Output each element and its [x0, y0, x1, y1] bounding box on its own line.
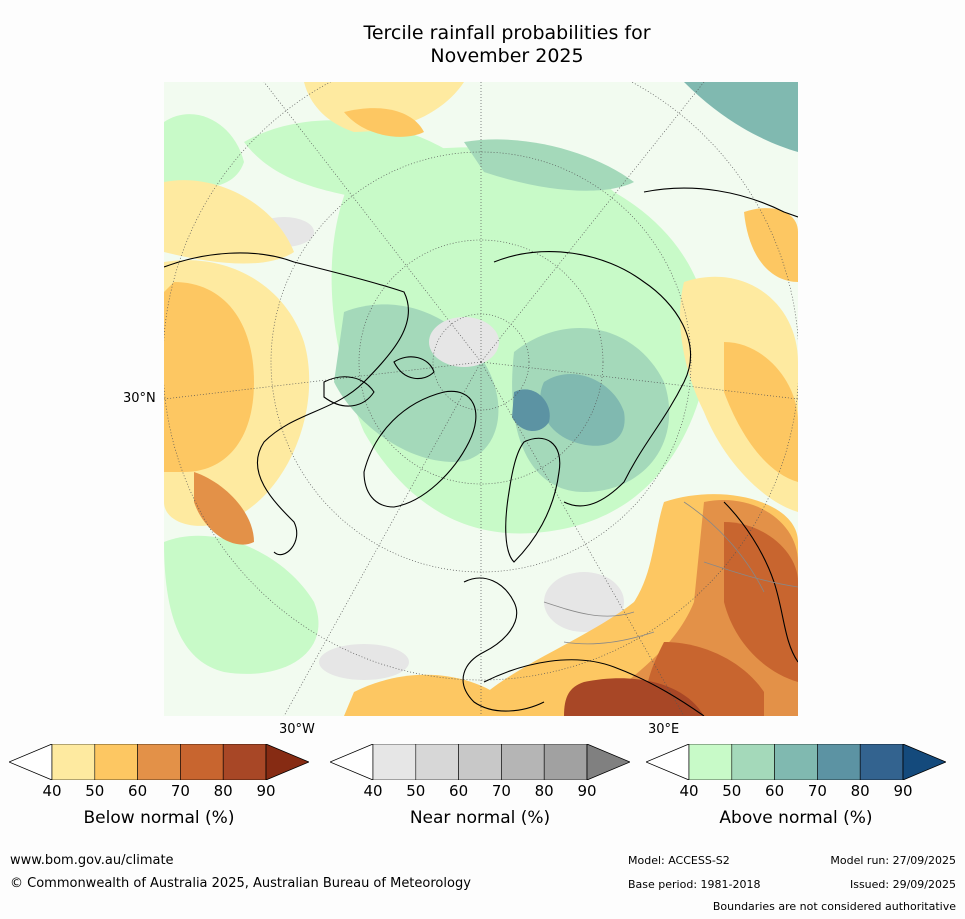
- coast-russia: [493, 251, 691, 507]
- above-pacific-band: [464, 139, 634, 191]
- colorbar-near-swatches: [330, 744, 630, 780]
- colorbar-swatch: [859, 744, 904, 780]
- colorbar-high-extension: [265, 744, 309, 780]
- country-borders: [543, 501, 798, 645]
- colorbar-above-title: Above normal (%): [719, 808, 873, 828]
- above-ne-corner: [684, 82, 798, 152]
- colorbar-near: [330, 744, 630, 780]
- coast-mediterranean: [483, 659, 705, 716]
- colorbar-swatch: [222, 744, 267, 780]
- lon-label-30w: 30°W: [279, 722, 315, 737]
- colorbar-tick-label: 50: [406, 782, 426, 800]
- colorbar-swatch: [817, 744, 861, 780]
- coast-middle-east: [723, 501, 798, 663]
- coast-arctic-islands: [323, 356, 435, 407]
- colorbar-tick-label: 50: [722, 782, 742, 800]
- footer-url: www.bom.gov.au/climate: [10, 853, 174, 868]
- below-north-pacific: [164, 180, 294, 264]
- colorbar-above-swatches: [646, 744, 946, 780]
- colorbar-low-extension: [9, 744, 53, 780]
- coast-greenland: [363, 390, 477, 508]
- colorbar-tick-label: 60: [765, 782, 785, 800]
- below-south-asia-dark: [724, 522, 798, 682]
- footer-issued: Issued: 29/09/2025: [849, 878, 956, 891]
- colorbar-swatch: [458, 744, 502, 780]
- chart-title: Tercile rainfall probabilities for Novem…: [0, 22, 965, 68]
- colorbar-swatch: [731, 744, 775, 780]
- colorbar-below-title: Below normal (%): [83, 808, 235, 828]
- coast-scandinavia: [505, 437, 561, 563]
- colorbar-near-title: Near normal (%): [409, 808, 551, 828]
- colorbar-swatch: [543, 744, 588, 780]
- coast-europe: [462, 577, 545, 712]
- colorbar-swatch: [501, 744, 545, 780]
- polar-map: [164, 82, 798, 716]
- colorbar-tick-label: 80: [213, 782, 233, 800]
- colorbar-above: [646, 744, 946, 780]
- coast-asia-east: [643, 187, 798, 218]
- footer-disclaimer: Boundaries are not considered authoritat…: [712, 900, 956, 913]
- colorbar-high-extension: [902, 744, 946, 780]
- below-canada-north: [304, 82, 464, 132]
- near-europe: [544, 572, 624, 632]
- colorbar-tick-label: 60: [128, 782, 148, 800]
- colorbar-tick-label: 70: [807, 782, 827, 800]
- colorbar-tick-label: 40: [42, 782, 62, 800]
- colorbar-swatch: [688, 744, 733, 780]
- below-normal-areas: [164, 82, 798, 716]
- title-line-1: Tercile rainfall probabilities for: [363, 22, 651, 44]
- colorbar-tick-label: 60: [449, 782, 469, 800]
- lat-label-30n: 30°N: [123, 391, 156, 406]
- footer-copyright: © Commonwealth of Australia 2025, Austra…: [10, 876, 471, 891]
- colorbar-swatch: [94, 744, 138, 780]
- colorbar-tick-label: 90: [256, 782, 276, 800]
- footer-model: Model: ACCESS-S2: [628, 854, 730, 867]
- colorbar-high-extension: [586, 744, 630, 780]
- below-asia-east-core: [724, 342, 798, 482]
- above-atlantic: [164, 535, 319, 674]
- below-sw: [344, 674, 524, 716]
- lon-label-30e: 30°E: [648, 722, 680, 737]
- colorbar-tick-label: 70: [491, 782, 511, 800]
- above-pacific: [244, 120, 469, 205]
- above-siberia-dark: [540, 373, 625, 446]
- colorbar-low-extension: [330, 744, 374, 780]
- colorbar-swatch: [372, 744, 417, 780]
- colorbar-tick-label: 50: [85, 782, 105, 800]
- colorbar-low-extension: [646, 744, 690, 780]
- below-na-core: [164, 282, 254, 472]
- below-ne: [744, 208, 798, 282]
- colorbar-swatch: [51, 744, 96, 780]
- colorbar-tick-label: 40: [679, 782, 699, 800]
- title-line-2: November 2025: [430, 45, 584, 67]
- near-greenland: [429, 317, 499, 367]
- below-nz: [344, 108, 424, 137]
- colorbar-tick-label: 40: [363, 782, 383, 800]
- colorbar-tick-label: 80: [850, 782, 870, 800]
- colorbar-tick-label: 90: [893, 782, 913, 800]
- colorbar-tick-label: 70: [170, 782, 190, 800]
- colorbar-swatch: [774, 744, 818, 780]
- colorbar-swatch: [180, 744, 224, 780]
- above-nw: [164, 114, 244, 188]
- colorbar-swatch: [415, 744, 459, 780]
- below-africa: [564, 678, 704, 716]
- footer-base-period: Base period: 1981-2018: [628, 878, 761, 891]
- colorbar-tick-label: 90: [577, 782, 597, 800]
- footer-model-run: Model run: 27/09/2025: [830, 854, 956, 867]
- near-atlantic: [319, 644, 409, 680]
- colorbar-below-swatches: [9, 744, 309, 780]
- coastlines: [164, 187, 798, 716]
- above-siberia-core: [512, 389, 550, 432]
- colorbar-below: [9, 744, 309, 780]
- colorbar-swatch: [137, 744, 181, 780]
- graticule: [164, 82, 798, 716]
- colorbar-tick-label: 80: [534, 782, 554, 800]
